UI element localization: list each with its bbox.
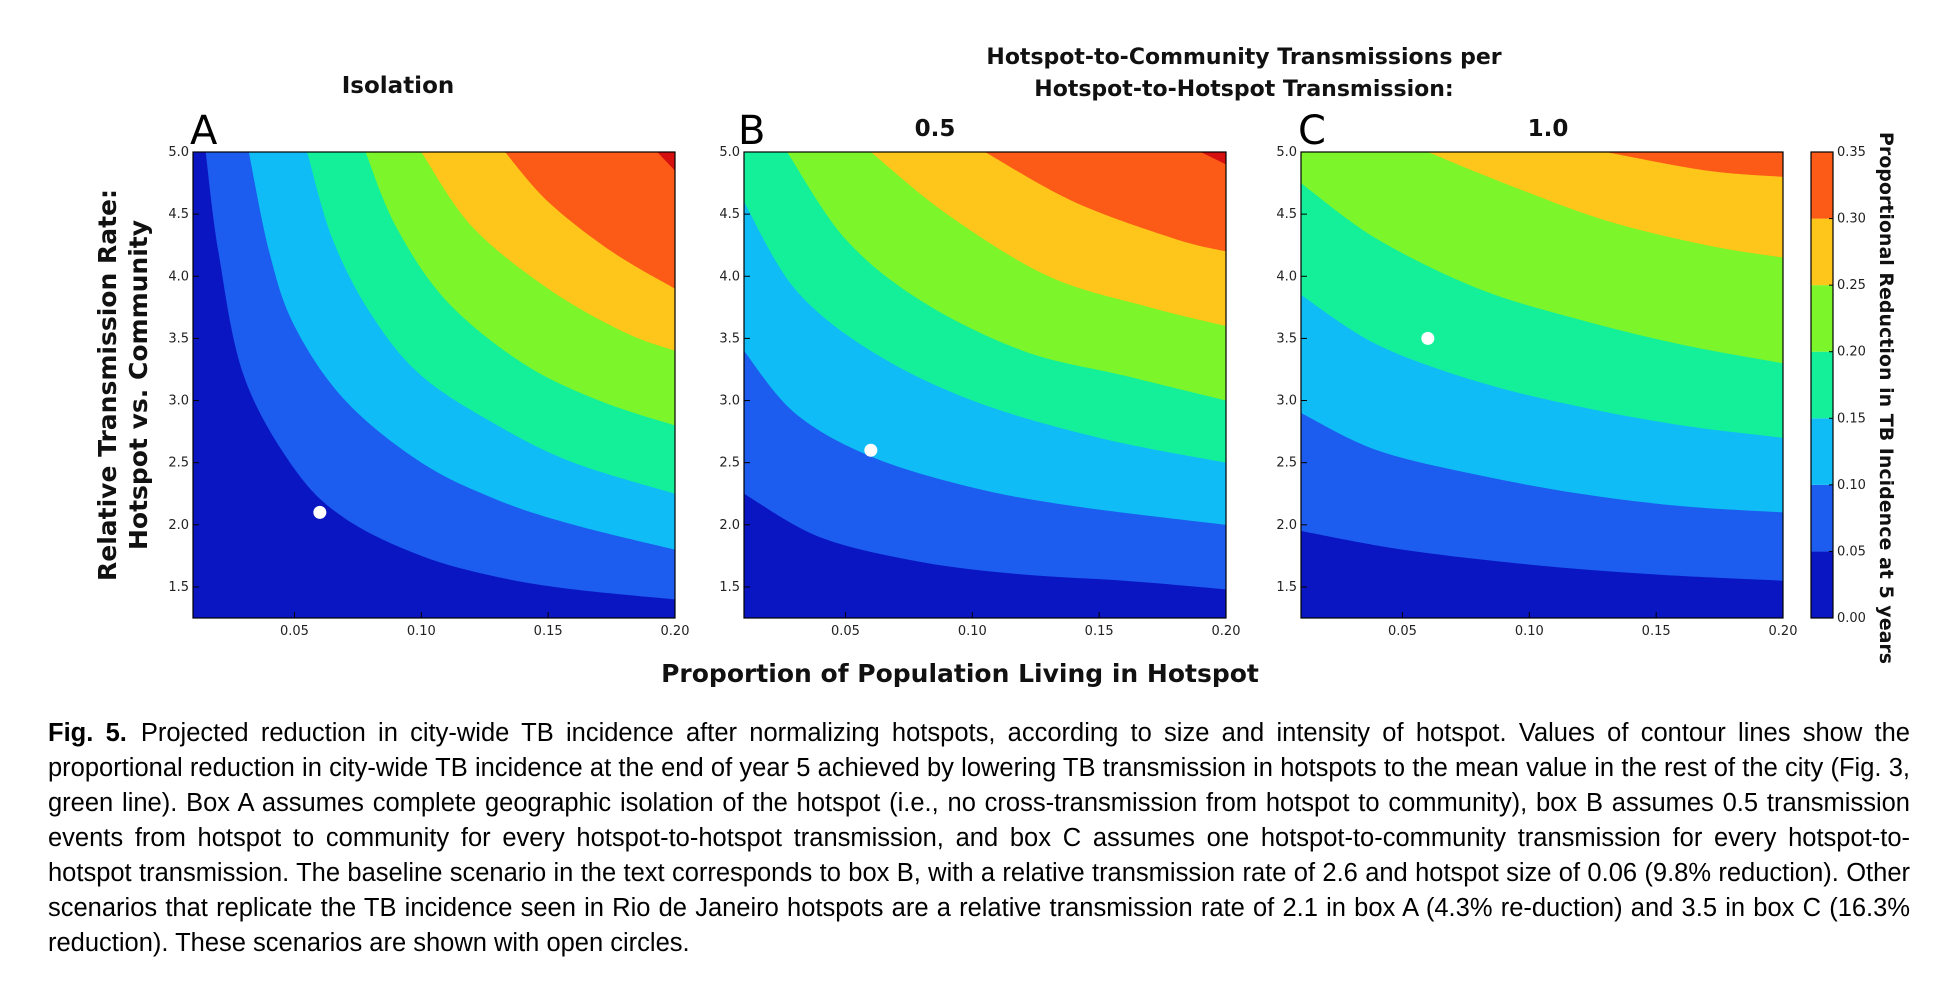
figure-caption: Fig. 5. Projected reduction in city-wide …	[48, 716, 1910, 961]
y-tick-label: 2.5	[1276, 456, 1297, 471]
y-tick-label: 5.0	[1276, 145, 1297, 160]
x-tick-label: 0.10	[407, 624, 436, 639]
y-tick-label: 3.5	[168, 331, 189, 346]
contour-fills	[1301, 152, 1783, 618]
y-tick-label: 2.0	[1276, 518, 1297, 533]
y-tick-label: 3.0	[1276, 394, 1297, 409]
contour-band	[657, 152, 675, 171]
y-tick-label: 3.5	[719, 331, 740, 346]
colorbar-segment	[1811, 418, 1833, 485]
colorbar-segment	[1811, 484, 1833, 552]
colorbar-segment	[1811, 551, 1833, 618]
y-tick-label: 1.5	[168, 580, 189, 595]
figure: Hotspot-to-Community Transmissions per H…	[93, 45, 1897, 688]
y-tick-label: 4.0	[1276, 269, 1297, 284]
colorbar-tick-label: 0.30	[1837, 212, 1866, 227]
y-tick-label: 3.0	[719, 394, 740, 409]
contour-band	[1605, 152, 1783, 177]
caption-text: Projected reduction in city-wide TB inci…	[48, 719, 1910, 957]
y-tick-label: 5.0	[168, 145, 189, 160]
contour-figure: Hotspot-to-Community Transmissions per H…	[93, 45, 1897, 688]
y-tick-label: 2.0	[719, 518, 740, 533]
x-axis-label: Proportion of Population Living in Hotsp…	[661, 659, 1259, 688]
panel-b-letter: B	[738, 108, 765, 154]
colorbar-segment	[1811, 218, 1833, 286]
plot-frame	[192, 151, 676, 619]
plot-frame	[1300, 151, 1784, 619]
contour-band	[1200, 152, 1226, 165]
colorbar-tick-label: 0.10	[1837, 478, 1866, 493]
y-tick-label: 5.0	[719, 145, 740, 160]
panel-a-title: Isolation	[342, 73, 455, 99]
panel-c: 0.05 0.10 0.15 0.20 1.5 2.0 2.5 3.0 3.5 4.0 4.5 5.0	[1276, 145, 1798, 639]
colorbar-label: Proportional Reduction in TB Incidence a…	[1875, 132, 1897, 664]
x-tick-label: 0.05	[831, 624, 860, 639]
colorbar-segment	[1811, 351, 1833, 419]
y-tick-label: 4.5	[719, 207, 740, 222]
y-tick-label: 4.0	[719, 269, 740, 284]
colorbar-segment	[1811, 152, 1833, 219]
panel-a-letter: A	[190, 108, 218, 154]
figure-header-line1: Hotspot-to-Community Transmissions per	[986, 45, 1501, 70]
contour-fills	[193, 152, 675, 618]
colorbar-tick-label: 0.25	[1837, 278, 1866, 293]
contour-fills	[744, 152, 1226, 618]
y-tick-label: 3.5	[1276, 331, 1297, 346]
y-tick-label: 4.5	[168, 207, 189, 222]
plot-frame	[743, 151, 1227, 619]
colorbar-tick-label: 0.05	[1837, 544, 1866, 559]
figure-header-line2: Hotspot-to-Hotspot Transmission:	[1034, 77, 1453, 102]
panel-a: 0.05 0.10 0.15 0.20 1.5 2.0 2.5 3.0 3.5 4.0 4.5 5.0	[168, 145, 690, 639]
y-tick-label: 1.5	[1276, 580, 1297, 595]
y-tick-label: 4.5	[1276, 207, 1297, 222]
y-axis-label: Relative Transmission Rate: Hotspot vs. …	[93, 189, 153, 581]
colorbar-segment	[1811, 285, 1833, 352]
x-tick-label: 0.15	[534, 624, 563, 639]
colorbar: 0.00 0.05 0.10 0.15 0.20 0.25 0.30 0.35	[1810, 145, 1866, 626]
caption-label: Fig. 5.	[48, 719, 127, 747]
colorbar-tick-label: 0.35	[1837, 145, 1866, 160]
colorbar-label-group: Proportional Reduction in TB Incidence a…	[1875, 132, 1897, 664]
x-tick-label: 0.20	[1212, 624, 1241, 639]
x-tick-label: 0.20	[661, 624, 690, 639]
panel-c-letter: C	[1298, 108, 1326, 154]
x-tick-label: 0.10	[1515, 624, 1544, 639]
contour-band	[985, 152, 1226, 252]
x-tick-label: 0.10	[958, 624, 987, 639]
panels-layer: 0.05 0.10 0.15 0.20 1.5 2.0 2.5 3.0 3.5 4.0 4.5 5.0…	[168, 145, 1798, 639]
panel-b: 0.05 0.10 0.15 0.20 1.5 2.0 2.5 3.0 3.5 4.0 4.5 5.0	[719, 145, 1241, 639]
scenario-marker	[313, 505, 327, 519]
x-tick-label: 0.15	[1642, 624, 1671, 639]
x-tick-label: 0.15	[1085, 624, 1114, 639]
colorbar-tick-label: 0.20	[1837, 345, 1866, 360]
panel-b-title: 0.5	[915, 116, 956, 142]
y-axis-label-line2: Hotspot vs. Community	[124, 220, 153, 550]
panel-c-title: 1.0	[1528, 116, 1569, 142]
y-tick-label: 3.0	[168, 394, 189, 409]
y-tick-label: 4.0	[168, 269, 189, 284]
x-tick-label: 0.05	[280, 624, 309, 639]
y-tick-label: 1.5	[719, 580, 740, 595]
contour-band	[505, 152, 675, 289]
contour-band	[1427, 152, 1783, 258]
scenario-marker	[1421, 331, 1435, 345]
x-tick-label: 0.05	[1388, 624, 1417, 639]
y-tick-label: 2.0	[168, 518, 189, 533]
x-tick-label: 0.20	[1769, 624, 1798, 639]
y-tick-label: 2.5	[168, 456, 189, 471]
scenario-marker	[864, 443, 878, 457]
colorbar-tick-label: 0.15	[1837, 411, 1866, 426]
colorbar-tick-label: 0.00	[1837, 611, 1866, 626]
y-axis-label-line1: Relative Transmission Rate:	[93, 189, 122, 581]
colorbar-frame	[1810, 151, 1834, 619]
y-tick-label: 2.5	[719, 456, 740, 471]
